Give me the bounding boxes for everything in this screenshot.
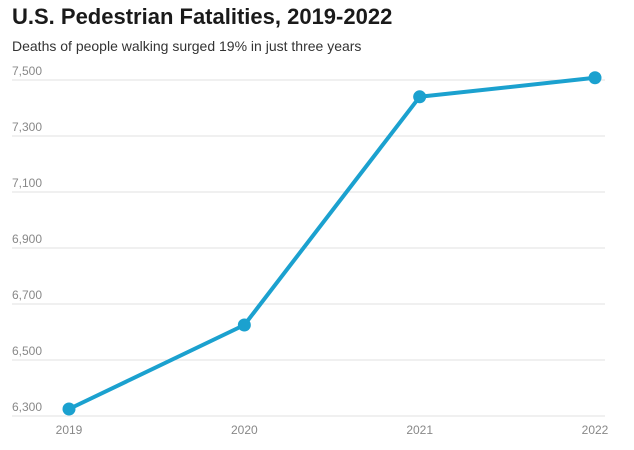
data-point bbox=[237, 318, 251, 332]
x-tick-label: 2019 bbox=[56, 423, 83, 437]
y-tick-label: 6,500 bbox=[12, 344, 42, 358]
y-tick-label: 7,300 bbox=[12, 120, 42, 134]
chart-title: U.S. Pedestrian Fatalities, 2019-2022 bbox=[12, 4, 393, 29]
x-tick-label: 2020 bbox=[231, 423, 258, 437]
data-point bbox=[588, 71, 602, 85]
y-tick-label: 7,100 bbox=[12, 176, 42, 190]
chart-subtitle: Deaths of people walking surged 19% in j… bbox=[12, 38, 362, 54]
series-line bbox=[68, 75, 596, 411]
y-tick-label: 6,900 bbox=[12, 232, 42, 246]
y-tick-label: 6,700 bbox=[12, 288, 42, 302]
x-tick-label: 2021 bbox=[406, 423, 433, 437]
y-tick-label: 7,500 bbox=[12, 64, 42, 78]
data-point bbox=[62, 402, 76, 416]
y-tick-label: 6,300 bbox=[12, 400, 42, 414]
data-point bbox=[413, 90, 427, 104]
x-tick-label: 2022 bbox=[582, 423, 609, 437]
